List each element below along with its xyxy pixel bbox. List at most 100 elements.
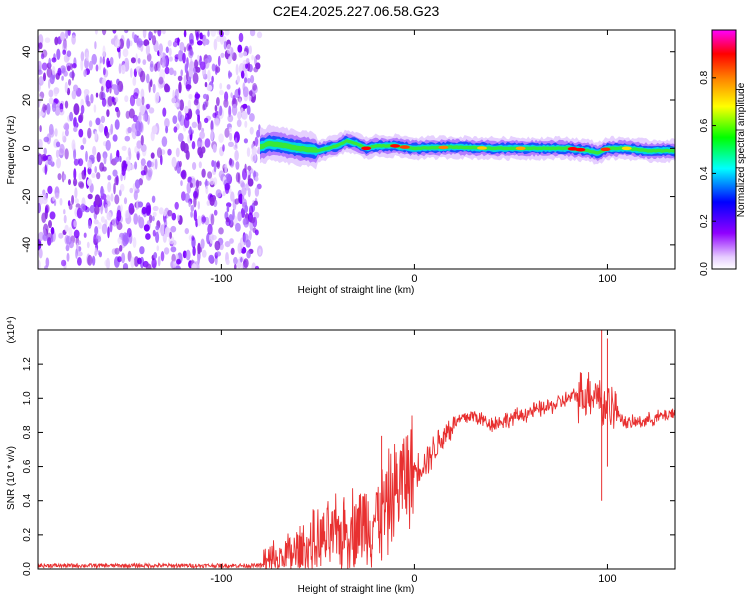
noise-blob [145,202,151,215]
noise-blob [189,39,195,46]
noise-blob [59,198,63,206]
noise-blob [254,176,259,182]
noise-blob [229,238,234,244]
noise-blob [100,115,106,124]
noise-blob [88,60,93,71]
snr-frame [37,329,676,570]
noise-blob [209,177,215,186]
noise-blob [194,93,201,99]
noise-blob [39,193,44,205]
y-tick-label: 0 [21,145,33,151]
noise-blob [177,132,184,142]
noise-blob [254,187,260,197]
noise-blob [163,210,167,217]
noise-blob [162,107,167,117]
noise-blob [207,223,213,235]
noise-blob [72,117,77,128]
noise-blob [38,202,41,214]
noise-blob [124,30,129,34]
noise-blob [50,227,55,235]
noise-blob [91,53,97,65]
noise-blob [48,220,52,229]
signal-peak [621,146,632,151]
noise-blob [94,130,98,141]
noise-blob [237,44,243,53]
noise-blob [96,152,101,163]
noise-blob [138,40,145,46]
noise-blob [102,45,106,57]
noise-blob [117,236,122,245]
noise-blob [64,224,69,233]
noise-blob [231,103,238,116]
signal-peak [600,147,611,152]
noise-blob [240,257,243,263]
noise-blob [171,156,177,168]
noise-blob [74,187,78,199]
noise-blob [94,166,97,174]
noise-blob [171,212,177,221]
noise-blob [223,98,229,108]
noise-blob [175,147,180,158]
noise-blob [146,103,150,110]
noise-blob [60,31,66,41]
noise-blob [219,243,224,251]
noise-blob [91,255,96,266]
noise-blob [244,204,249,214]
noise-blob [156,245,160,252]
noise-blob [77,240,82,246]
noise-blob [240,70,245,79]
noise-blob [54,105,61,116]
noise-blob [184,105,189,114]
noise-blob [73,103,80,116]
noise-blob [125,156,130,165]
noise-blob [104,259,109,267]
noise-blob [155,231,160,244]
noise-blob [54,36,59,46]
noise-blob [58,232,64,239]
noise-blob [95,92,99,98]
noise-blob [150,130,155,142]
noise-blob [119,183,125,192]
noise-blob [235,63,239,76]
noise-blob [94,205,100,215]
noise-blob [193,209,197,222]
noise-blob [233,256,238,265]
noise-blob [116,222,123,231]
noise-blob [212,112,217,119]
noise-blob [110,123,114,135]
noise-blob [136,151,141,160]
noise-blob [256,129,261,138]
noise-blob [242,193,245,203]
noise-blob [258,248,262,256]
noise-blob [106,211,112,221]
noise-blob [165,125,169,134]
noise-blob [66,65,71,72]
noise-blob [136,97,142,107]
noise-blob [73,229,80,239]
noise-blob [164,83,170,93]
noise-blob [140,135,144,146]
noise-blob [173,126,178,133]
noise-blob [101,30,107,36]
signal-peak [399,145,410,149]
noise-blob [196,40,203,46]
y-tick-label: 0.6 [22,459,33,473]
noise-blob [251,54,255,61]
noise-blob [204,138,211,148]
noise-blob [226,43,232,55]
noise-blob [235,161,240,170]
signal-peak [477,146,487,150]
noise-blob [42,233,48,242]
noise-blob [179,41,185,51]
noise-blob [101,97,107,107]
noise-blob [199,131,206,140]
noise-blob [113,183,116,195]
noise-blob [146,53,152,62]
noise-blob [114,96,119,103]
noise-blob [85,95,89,103]
noise-blob [78,181,84,188]
noise-blob [106,109,110,117]
noise-blob [95,235,102,243]
noise-blob [87,219,92,229]
noise-blob [223,40,227,50]
